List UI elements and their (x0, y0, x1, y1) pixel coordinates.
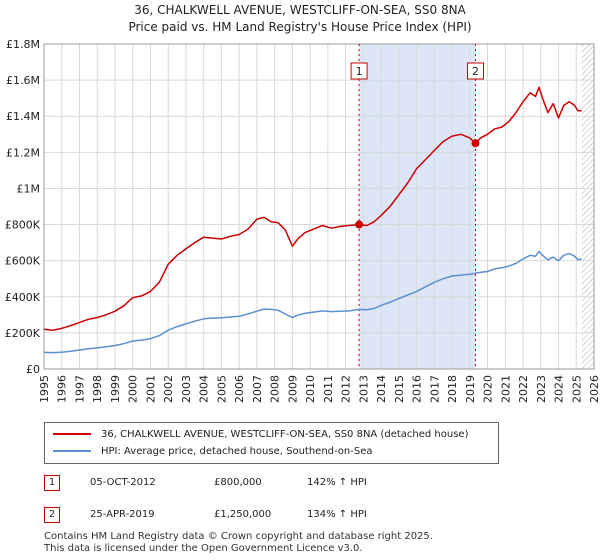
x-tick-label: 1997 (73, 375, 86, 403)
x-tick-label: 2026 (588, 375, 600, 403)
x-tick-label: 1999 (109, 375, 122, 403)
x-tick-label: 2011 (322, 375, 335, 403)
x-tick-label: 2017 (428, 375, 441, 403)
forecast-hatch (581, 44, 594, 369)
y-tick-label: £1M (17, 182, 41, 195)
footer-copyright: Contains HM Land Registry data © Crown c… (44, 531, 433, 542)
x-tick-label: 1996 (56, 375, 69, 403)
x-tick-label: 2013 (357, 375, 370, 403)
chart-title: 36, CHALKWELL AVENUE, WESTCLIFF-ON-SEA, … (134, 3, 466, 17)
x-tick-label: 1995 (38, 375, 51, 403)
hpi-line (43, 250, 582, 354)
x-tick-label: 2019 (464, 375, 477, 403)
x-tick-label: 2007 (251, 375, 264, 403)
x-tick-label: 2003 (180, 375, 193, 403)
transaction-number: 1 (44, 475, 60, 491)
y-tick-label: £0 (26, 363, 40, 376)
x-tick-label: 2024 (553, 375, 566, 403)
transaction-date: 25-APR-2019 (90, 509, 155, 520)
transaction-hpi: 142% ↑ HPI (307, 477, 367, 488)
sale-point (355, 220, 364, 229)
sale-marker-label: 1 (356, 65, 363, 78)
x-tick-label: 2025 (570, 375, 583, 403)
sale-marker-label: 2 (472, 65, 479, 78)
x-tick-label: 2002 (162, 375, 175, 403)
x-tick-label: 2004 (198, 375, 211, 403)
x-tick-label: 2023 (535, 375, 548, 403)
transaction-date: 05-OCT-2012 (90, 477, 156, 488)
x-tick-label: 2005 (215, 375, 228, 403)
chart-legend: 36, CHALKWELL AVENUE, WESTCLIFF-ON-SEA, … (44, 422, 499, 464)
x-tick-label: 2021 (499, 375, 512, 403)
y-tick-label: £1.4M (6, 110, 40, 123)
x-tick-label: 1998 (91, 375, 104, 403)
y-tick-label: £200K (5, 327, 41, 340)
x-tick-label: 2006 (233, 375, 246, 403)
transaction-price: £1,250,000 (214, 509, 272, 520)
legend-label-hpi: HPI: Average price, detached house, Sout… (101, 446, 373, 457)
legend-swatch-hpi (53, 450, 91, 452)
price-chart: £0 £200K £400K £600K £800K £1M £1.2M £1.4M £1.6M… (5, 38, 600, 403)
x-tick-label: 2008 (269, 375, 282, 403)
x-tick-label: 2015 (393, 375, 406, 403)
chart-subtitle: Price paid vs. HM Land Registry's House … (128, 20, 472, 34)
legend-swatch-property (53, 433, 91, 435)
transaction-number: 2 (44, 507, 60, 523)
y-tick-label: £800K (5, 219, 41, 232)
transaction-price: £800,000 (214, 477, 262, 488)
x-tick-label: 2000 (127, 375, 140, 403)
x-tick-label: 2014 (375, 375, 388, 403)
y-tick-label: £600K (5, 255, 41, 268)
sale-period-shading (359, 44, 476, 369)
transaction-hpi: 134% ↑ HPI (307, 509, 367, 520)
x-tick-label: 2016 (411, 375, 424, 403)
sale-marker-box (466, 62, 484, 80)
sale-point (471, 139, 480, 148)
x-tick-label: 2020 (482, 375, 495, 403)
plot-frame (43, 43, 595, 370)
x-tick-label: 2010 (304, 375, 317, 403)
footer-licence: This data is licensed under the Open Gov… (44, 543, 363, 554)
y-tick-label: £400K (5, 291, 41, 304)
x-tick-label: 2018 (446, 375, 459, 403)
x-tick-label: 2001 (144, 375, 157, 403)
property-price-line (43, 86, 582, 331)
x-tick-label: 2009 (286, 375, 299, 403)
sale-marker-box (350, 62, 368, 80)
legend-item-hpi: HPI: Average price, detached house, Sout… (53, 445, 373, 459)
legend-item-property: 36, CHALKWELL AVENUE, WESTCLIFF-ON-SEA, … (53, 428, 468, 442)
legend-label-property: 36, CHALKWELL AVENUE, WESTCLIFF-ON-SEA, … (101, 429, 469, 440)
y-tick-label: £1.6M (6, 74, 40, 87)
y-tick-label: £1.2M (6, 146, 40, 159)
y-tick-label: £1.8M (6, 38, 40, 51)
x-tick-label: 2022 (517, 375, 530, 403)
x-tick-label: 2012 (340, 375, 353, 403)
plot-area (44, 44, 594, 369)
